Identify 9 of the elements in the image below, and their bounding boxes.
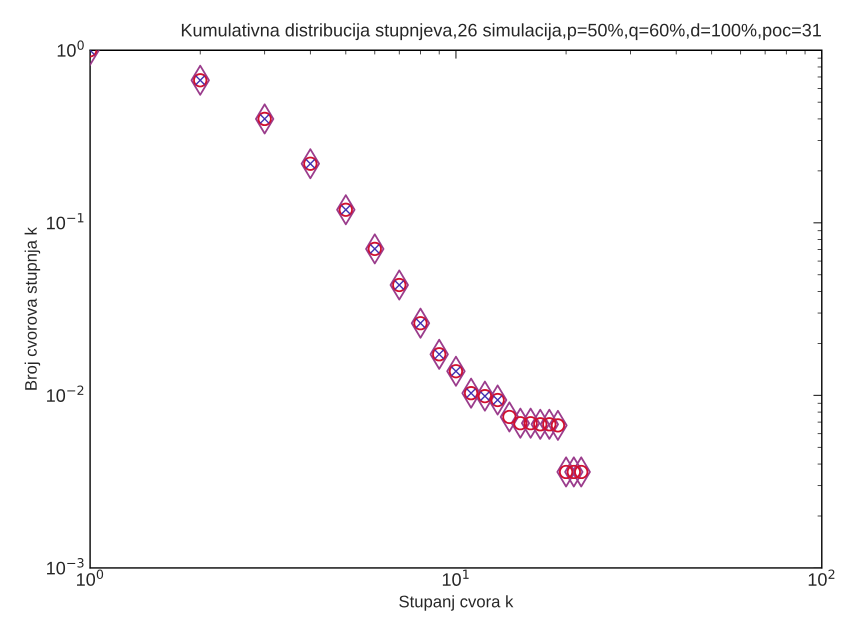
x-tick-label: 10$^{1}$ (442, 570, 469, 586)
x-tick-label: 10$^{2}$ (808, 569, 834, 586)
y-tick-label: 10$^{−2}$ (47, 385, 84, 402)
x-tick-label: 10$^{0}$ (77, 569, 104, 586)
y-axis-title: Broj cvorova stupnja k (24, 227, 40, 390)
y-tick-label: 10$^{−1}$ (47, 213, 84, 230)
y-tick-label: 10$^{0}$ (58, 40, 84, 57)
x-axis-title: Stupanj cvora k (399, 595, 514, 611)
chart-title: Kumulativna distribucija stupnjeva,26 simulacija,p=50%,q=60%,d=100%,poc=31 (182, 23, 821, 40)
